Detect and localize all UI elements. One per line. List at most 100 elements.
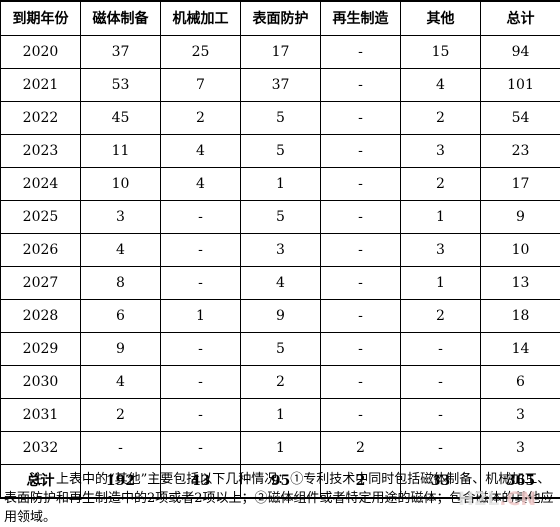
cell-machining: - — [160, 233, 241, 267]
cell-year: 2027 — [0, 266, 81, 300]
cell-year: 2032 — [0, 431, 81, 465]
cell-year: 2024 — [0, 167, 81, 201]
cell-year: 2022 — [0, 101, 81, 135]
header-recycling: 再生制造 — [320, 0, 401, 36]
cell-recycling: - — [320, 68, 401, 102]
cell-surface-protection: 9 — [240, 299, 321, 333]
table-total-row: 总计 192 43 95 2 33 365 — [0, 464, 560, 499]
cell-year: 2030 — [0, 365, 81, 399]
cell-recycling: - — [320, 299, 401, 333]
cell-other: - — [400, 398, 481, 432]
table-row: 2027 8-4-1 13 — [0, 266, 560, 300]
header-total: 总计 — [480, 0, 560, 36]
cell-surface-protection: 2 — [240, 365, 321, 399]
cell-other: 2 — [400, 101, 481, 135]
header-magnet-preparation: 磁体制备 — [80, 0, 161, 36]
header-expiry-year: 到期年份 — [0, 0, 81, 36]
total-other: 33 — [400, 464, 481, 499]
cell-total: 3 — [480, 398, 560, 432]
cell-year: 2026 — [0, 233, 81, 267]
cell-other: 4 — [400, 68, 481, 102]
cell-machining: - — [160, 365, 241, 399]
site-watermark: H2L.CN — [458, 488, 558, 512]
header-surface-protection: 表面防护 — [240, 0, 321, 36]
watermark-part2: .CN — [499, 488, 537, 510]
cell-recycling: - — [320, 233, 401, 267]
cell-magnet-preparation: 2 — [80, 398, 161, 432]
total-grand-total: 365 — [480, 464, 560, 499]
cell-other: - — [400, 332, 481, 366]
cell-magnet-preparation: 10 — [80, 167, 161, 201]
table-row: 2028 6 1 9-2 18 — [0, 299, 560, 333]
watermark-part1: H2L — [458, 488, 500, 510]
cell-other: 1 — [400, 200, 481, 234]
cell-machining: 4 — [160, 134, 241, 168]
cell-total: 18 — [480, 299, 560, 333]
cell-surface-protection: 5 — [240, 200, 321, 234]
cell-surface-protection: 5 — [240, 332, 321, 366]
cell-machining: 4 — [160, 167, 241, 201]
cell-other: 1 — [400, 266, 481, 300]
table-row: 2022 45 2 5-2 54 — [0, 101, 560, 135]
cell-surface-protection: 3 — [240, 233, 321, 267]
cell-magnet-preparation: 3 — [80, 200, 161, 234]
cell-surface-protection: 17 — [240, 35, 321, 69]
cell-recycling: - — [320, 398, 401, 432]
cell-year: 2025 — [0, 200, 81, 234]
cell-surface-protection: 5 — [240, 101, 321, 135]
cell-machining: 7 — [160, 68, 241, 102]
cell-recycling: - — [320, 134, 401, 168]
cell-magnet-preparation: 6 — [80, 299, 161, 333]
cell-machining: - — [160, 266, 241, 300]
cell-magnet-preparation: 4 — [80, 365, 161, 399]
cell-magnet-preparation: 53 — [80, 68, 161, 102]
cell-surface-protection: 1 — [240, 431, 321, 465]
cell-magnet-preparation: 37 — [80, 35, 161, 69]
header-other: 其他 — [400, 0, 481, 36]
cell-recycling: 2 — [320, 431, 401, 465]
cell-recycling: - — [320, 35, 401, 69]
total-magnet-preparation: 192 — [80, 464, 161, 499]
cell-surface-protection: 5 — [240, 134, 321, 168]
cell-total: 9 — [480, 200, 560, 234]
cell-total: 17 — [480, 167, 560, 201]
cell-magnet-preparation: 11 — [80, 134, 161, 168]
table-row: 2025 3-5-1 9 — [0, 200, 560, 234]
cell-recycling: - — [320, 266, 401, 300]
table-row: 2021 53 7 37-4 101 — [0, 68, 560, 102]
total-surface-protection: 95 — [240, 464, 321, 499]
table-row: 2026 4-3-3 10 — [0, 233, 560, 267]
cell-machining: 25 — [160, 35, 241, 69]
cell-magnet-preparation: 4 — [80, 233, 161, 267]
table-row: 2031 2-1- -3 — [0, 398, 560, 432]
table-row: 2024 10 4 1-2 17 — [0, 167, 560, 201]
cell-recycling: - — [320, 332, 401, 366]
table-row: 2023 11 4 5-3 23 — [0, 134, 560, 168]
cell-other: 15 — [400, 35, 481, 69]
cell-other: 3 — [400, 134, 481, 168]
cell-year: 2028 — [0, 299, 81, 333]
cell-total: 3 — [480, 431, 560, 465]
cell-total: 14 — [480, 332, 560, 366]
cell-magnet-preparation: 45 — [80, 101, 161, 135]
cell-other: 2 — [400, 299, 481, 333]
cell-total: 6 — [480, 365, 560, 399]
total-label: 总计 — [0, 464, 81, 499]
cell-total: 10 — [480, 233, 560, 267]
cell-year: 2029 — [0, 332, 81, 366]
cell-year: 2023 — [0, 134, 81, 168]
cell-surface-protection: 1 — [240, 398, 321, 432]
cell-magnet-preparation: 9 — [80, 332, 161, 366]
cell-year: 2020 — [0, 35, 81, 69]
cell-machining: - — [160, 431, 241, 465]
cell-magnet-preparation: 8 — [80, 266, 161, 300]
table-row: 2032- -1 2-3 — [0, 431, 560, 465]
cell-total: 13 — [480, 266, 560, 300]
cell-machining: 2 — [160, 101, 241, 135]
cell-recycling: - — [320, 167, 401, 201]
patent-expiry-table: 到期年份 磁体制备 机械加工 表面防护 再生制造 其他 总计 2020 37 25 1… — [0, 0, 560, 499]
cell-surface-protection: 1 — [240, 167, 321, 201]
table-row: 2020 37 25 17-15 94 — [0, 35, 560, 69]
table-row: 2029 9-5- -14 — [0, 332, 560, 366]
cell-machining: - — [160, 332, 241, 366]
